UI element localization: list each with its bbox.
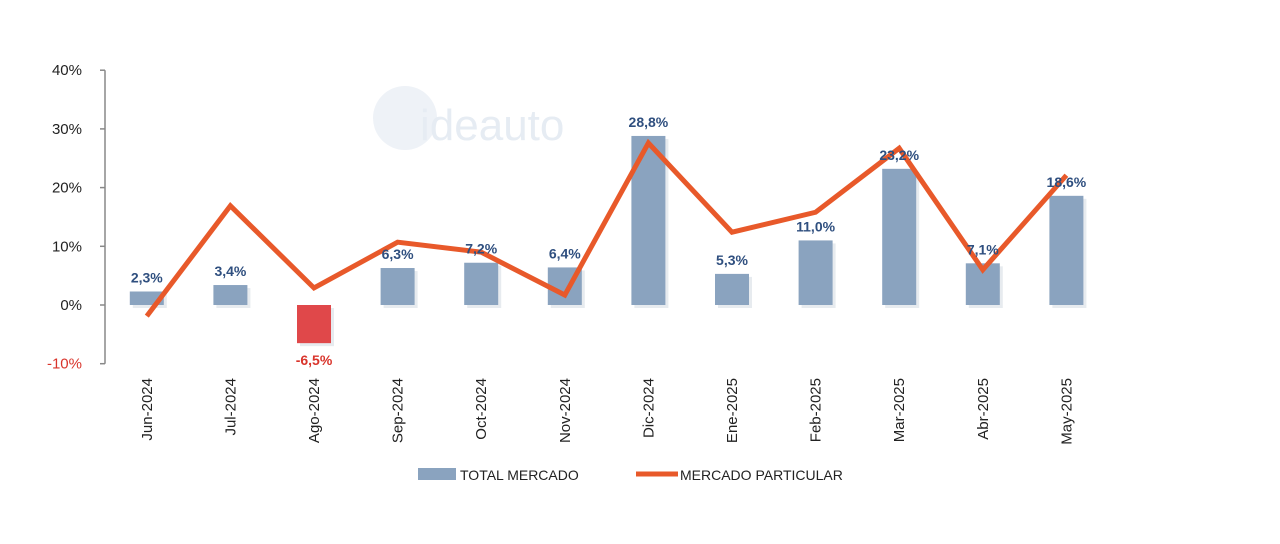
x-tick-label: Ago-2024 (306, 378, 323, 443)
x-tick-label: Sep-2024 (390, 378, 407, 443)
data-label: -6,5% (296, 352, 333, 368)
x-tick-label: Nov-2024 (557, 378, 574, 443)
legend-label-total-mercado: TOTAL MERCADO (460, 467, 579, 483)
y-tick-label: 0% (60, 297, 82, 314)
data-label: 7,1% (967, 241, 999, 257)
data-label: 6,3% (382, 246, 414, 262)
bar-total-mercado (297, 305, 331, 344)
y-tick-label: 20% (52, 180, 82, 197)
bar-total-mercado (213, 285, 248, 305)
y-tick-label: -10% (47, 356, 82, 373)
x-tick-label: Feb-2025 (808, 378, 825, 442)
data-label: 18,6% (1047, 174, 1087, 190)
bar-total-mercado (1049, 195, 1084, 305)
x-tick-label: Mar-2025 (891, 378, 908, 442)
bar-total-mercado (380, 268, 415, 305)
data-label: 2,3% (131, 269, 163, 285)
y-tick-label: 40% (52, 62, 82, 79)
x-tick-label: Abr-2025 (975, 378, 992, 440)
x-tick-label: Oct-2024 (473, 378, 490, 440)
y-tick-label: 30% (52, 121, 82, 138)
x-tick-label: Ene-2025 (724, 378, 741, 443)
data-label: 5,3% (716, 252, 748, 268)
legend-swatch-total-mercado (418, 468, 456, 480)
line-mercado-particular (144, 138, 1069, 318)
x-tick-label: Jul-2024 (222, 378, 239, 436)
data-label: 28,8% (629, 114, 669, 130)
bar-total-mercado (882, 168, 917, 305)
data-label: 23,2% (879, 147, 919, 163)
x-tick-label: May-2025 (1058, 378, 1075, 445)
watermark-logo: ideauto (373, 86, 564, 150)
x-tick-label: Jun-2024 (139, 378, 156, 441)
y-tick-label: 10% (52, 238, 82, 255)
data-label: 11,0% (796, 218, 835, 234)
data-label: 3,4% (214, 263, 246, 279)
watermark-circle (373, 86, 437, 150)
bar-total-mercado (715, 273, 749, 305)
x-tick-label: Dic-2024 (640, 378, 657, 438)
bar-total-mercado (798, 240, 833, 305)
data-label: 7,2% (465, 241, 497, 257)
legend-label-mercado-particular: MERCADO PARTICULAR (680, 467, 843, 483)
watermark-text: ideauto (420, 101, 564, 150)
bar-total-mercado (464, 262, 499, 305)
data-label: 6,4% (549, 245, 581, 261)
